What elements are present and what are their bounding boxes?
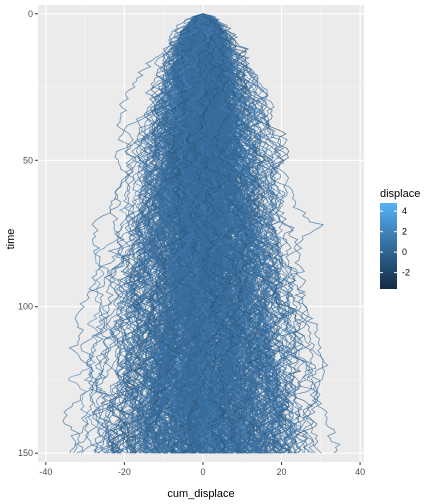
walk-line [166,13,249,454]
walk-line [67,13,207,454]
walk-line [181,13,255,454]
y-tick-label: 0 [28,9,33,19]
walk-line [147,13,214,454]
x-tick-label: 20 [277,467,287,477]
walk-line [197,13,260,454]
walk-line [202,13,287,454]
y-tick-label: 150 [18,448,33,458]
walk-line [169,13,219,454]
x-tick-label: -20 [118,467,131,477]
y-axis-title: time [5,229,17,250]
legend-ticks: 4 2 0 -2 [380,206,410,278]
walk-line [153,13,219,454]
walk-line [151,13,223,454]
walk-line [187,13,243,454]
legend-label: 2 [402,227,407,237]
x-tick-label: -40 [39,467,52,477]
walk-line [151,13,213,454]
walk-line [189,13,278,454]
walk-line [108,13,206,454]
x-axis-title: cum_displace [167,488,234,500]
legend-label: 4 [402,206,407,216]
walk-line [153,13,213,454]
legend: displace 4 2 0 -2 [380,188,420,289]
legend-label: 0 [402,247,407,257]
walk-line [184,13,256,454]
walk-line [125,13,210,454]
walk-line [187,13,286,454]
x-tick-label: 0 [200,467,205,477]
walk-line [200,13,255,454]
walk-lines [62,13,341,454]
walk-line [123,13,204,454]
walk-line [112,13,208,454]
walk-line [202,13,285,454]
x-axis: -40 -20 0 20 40 [39,462,365,477]
walk-line [134,13,204,454]
walk-line [194,13,282,454]
walk-line [139,13,204,454]
walk-line [136,13,204,454]
legend-title: displace [380,188,420,200]
walk-line [131,13,210,454]
walk-line [155,13,211,454]
walk-line [149,13,232,454]
legend-label: -2 [402,268,410,278]
walk-line [114,13,207,454]
walk-line [184,13,284,454]
walk-line [143,13,249,454]
y-tick-label: 100 [18,302,33,312]
walk-line [193,13,276,454]
walk-line [141,13,222,454]
legend-colorbar [380,203,397,289]
walk-line [176,13,242,454]
walk-line [200,13,326,454]
y-axis: 0 50 100 150 [18,9,38,458]
y-tick-label: 50 [23,155,33,165]
walk-line [193,13,264,454]
walk-line [173,13,267,454]
x-tick-label: 40 [355,467,365,477]
